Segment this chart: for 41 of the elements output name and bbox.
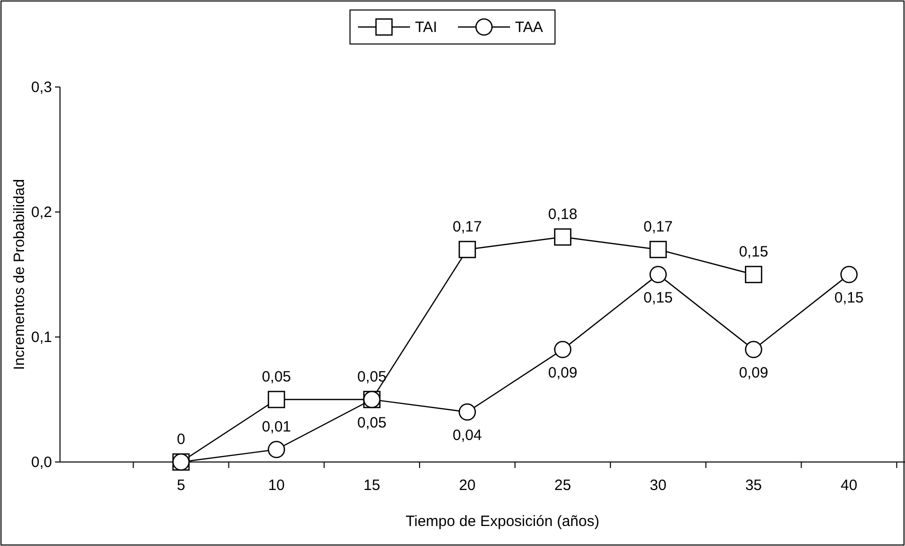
point — [458, 403, 476, 421]
y-tick-label: 0,3 — [31, 79, 52, 96]
x-tick-label: 30 — [650, 477, 666, 494]
data-label: 0,15 — [738, 244, 768, 260]
point — [268, 440, 286, 458]
data-label: 0,17 — [452, 218, 482, 236]
point — [744, 340, 762, 358]
data-label: 0,15 — [644, 290, 673, 306]
point — [554, 340, 572, 358]
data-label: 0,01 — [262, 418, 292, 436]
point — [649, 266, 667, 284]
point — [840, 266, 858, 284]
y-tick-label: 0,1 — [31, 329, 52, 346]
legend-label: TAA — [515, 19, 544, 36]
x-tick-label: 25 — [554, 477, 572, 494]
x-tick-label: 10 — [268, 477, 285, 494]
point — [268, 390, 286, 408]
x-tick-label: 15 — [364, 477, 380, 494]
point — [744, 266, 762, 284]
y-tick-label: 0,0 — [31, 454, 52, 471]
data-label: 0,05 — [262, 368, 292, 386]
data-label: 0,09 — [548, 364, 578, 382]
x-tick-label: 5 — [176, 477, 186, 494]
x-tick-label: 35 — [745, 477, 762, 494]
data-label: 0,05 — [357, 368, 386, 386]
point — [649, 240, 667, 258]
y-axis-title: Incrementos de Probabilidad — [11, 179, 28, 370]
y-tick-label: 0,2 — [31, 204, 52, 221]
x-tick-label: 20 — [458, 477, 476, 494]
data-label: 0,04 — [452, 427, 482, 444]
legend-label: TAI — [415, 19, 438, 36]
point — [458, 240, 476, 258]
data-label: 0,15 — [834, 290, 864, 306]
data-label: 0,09 — [738, 364, 768, 382]
data-label: 0,17 — [644, 218, 673, 236]
data-label: 0,18 — [548, 206, 578, 223]
data-label: 0 — [176, 431, 186, 448]
point — [554, 228, 572, 246]
x-axis-title: Tiempo de Exposición (años) — [406, 513, 600, 530]
x-tick-label: 40 — [840, 477, 858, 494]
data-label: 0,05 — [357, 414, 386, 432]
